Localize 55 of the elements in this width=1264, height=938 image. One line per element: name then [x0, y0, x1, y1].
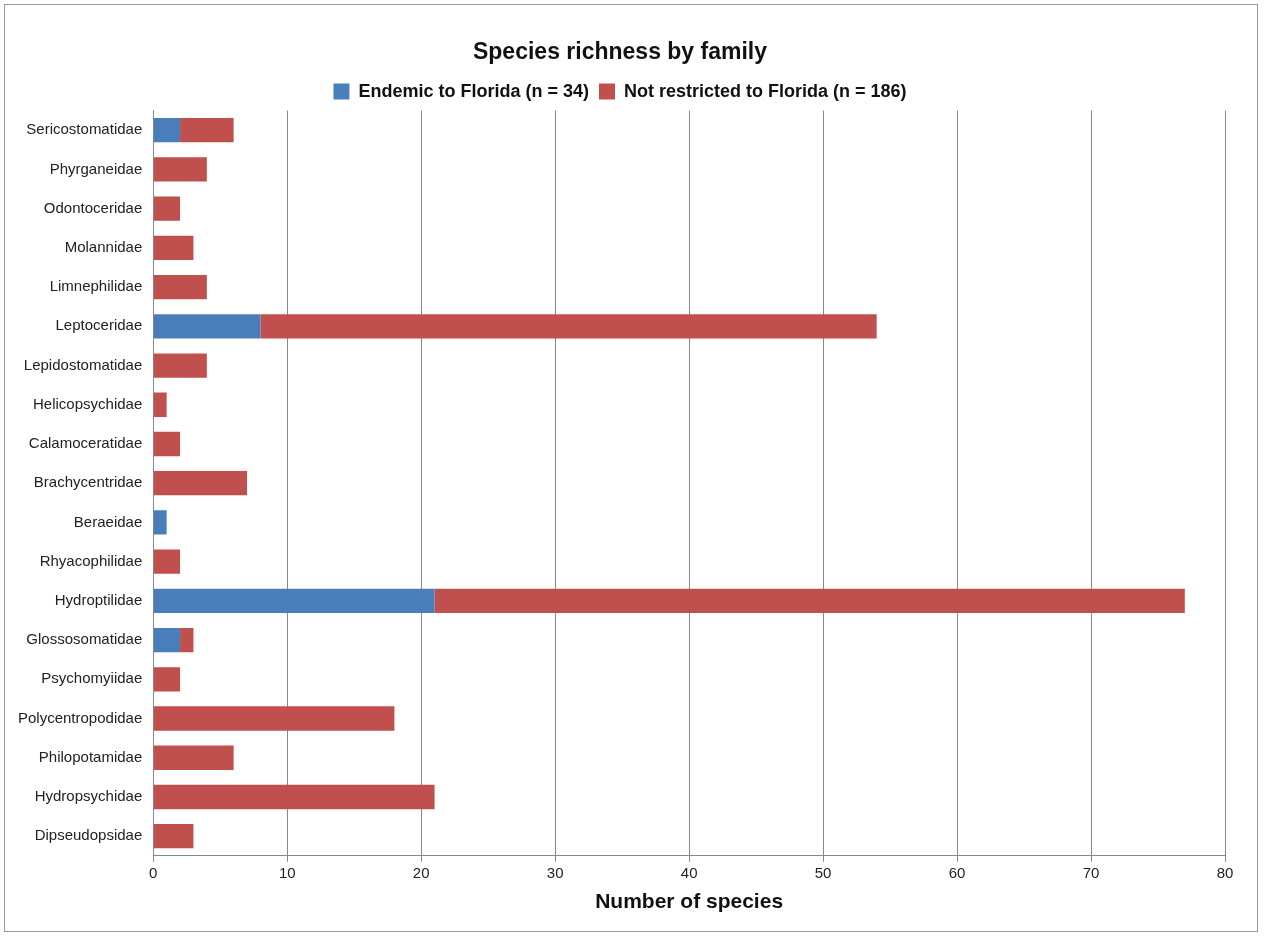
legend-label: Not restricted to Florida (n = 186) [623, 80, 907, 101]
bar [153, 353, 207, 378]
y-tick-label: Hydropsychidae [34, 787, 143, 805]
x-axis-title: Number of species [595, 889, 784, 913]
y-tick-label: Odontoceridae [43, 198, 143, 216]
bar [153, 706, 395, 731]
bar [153, 157, 207, 182]
bar [260, 314, 877, 339]
chart-title: Species richness by family [472, 38, 768, 65]
y-tick-label: Glossosomatidae [26, 630, 143, 648]
x-tick-label: 40 [680, 863, 698, 881]
bar [153, 588, 435, 614]
y-tick-label: Limnephilidae [49, 277, 143, 295]
y-tick-label: Phyrganeidae [49, 159, 143, 177]
x-tick-label: 80 [1216, 863, 1234, 881]
y-tick-label: Beraeidae [73, 512, 143, 530]
y-tick-label: Helicopsychidae [33, 394, 143, 412]
y-tick-label: Lepidostomatidae [23, 355, 143, 373]
x-tick-label: 0 [149, 863, 158, 881]
legend-label: Endemic to Florida (n = 34) [358, 80, 589, 101]
bar [153, 549, 181, 574]
bar [434, 588, 1185, 614]
y-tick-label: Psychomyiidae [41, 669, 143, 687]
bar [153, 392, 167, 417]
y-tick-label: Dipseudopsidae [34, 826, 143, 844]
bar [180, 118, 234, 143]
x-tick-label: 30 [546, 863, 564, 881]
y-tick-label: Sericostomatidae [26, 120, 143, 138]
y-tick-label: Polycentropodidae [17, 708, 143, 726]
bar [153, 314, 261, 339]
bar [153, 196, 181, 221]
bar [153, 824, 194, 849]
y-tick-label: Rhyacophilidae [39, 551, 143, 569]
x-tick-label: 10 [278, 863, 296, 881]
y-tick-label: Brachycentridae [33, 473, 143, 491]
bar [153, 745, 234, 770]
bar [153, 118, 181, 143]
y-tick-label: Calamoceratidae [28, 434, 143, 452]
bar [153, 471, 248, 496]
bar [153, 627, 181, 653]
bar [153, 667, 181, 692]
y-tick-label: Molannidae [64, 238, 143, 256]
bar [153, 784, 435, 810]
bar [153, 235, 194, 261]
y-tick-label: Leptoceridae [55, 316, 143, 334]
x-tick-label: 50 [814, 863, 832, 881]
bar [153, 274, 207, 300]
x-tick-label: 20 [412, 863, 430, 881]
bar [153, 510, 167, 535]
y-tick-label: Hydroptilidae [54, 591, 143, 608]
y-tick-label: Philopotamidae [38, 747, 143, 765]
bar [153, 431, 181, 457]
bar [180, 627, 194, 653]
x-tick-label: 60 [948, 863, 966, 881]
x-tick-label: 70 [1082, 863, 1100, 881]
